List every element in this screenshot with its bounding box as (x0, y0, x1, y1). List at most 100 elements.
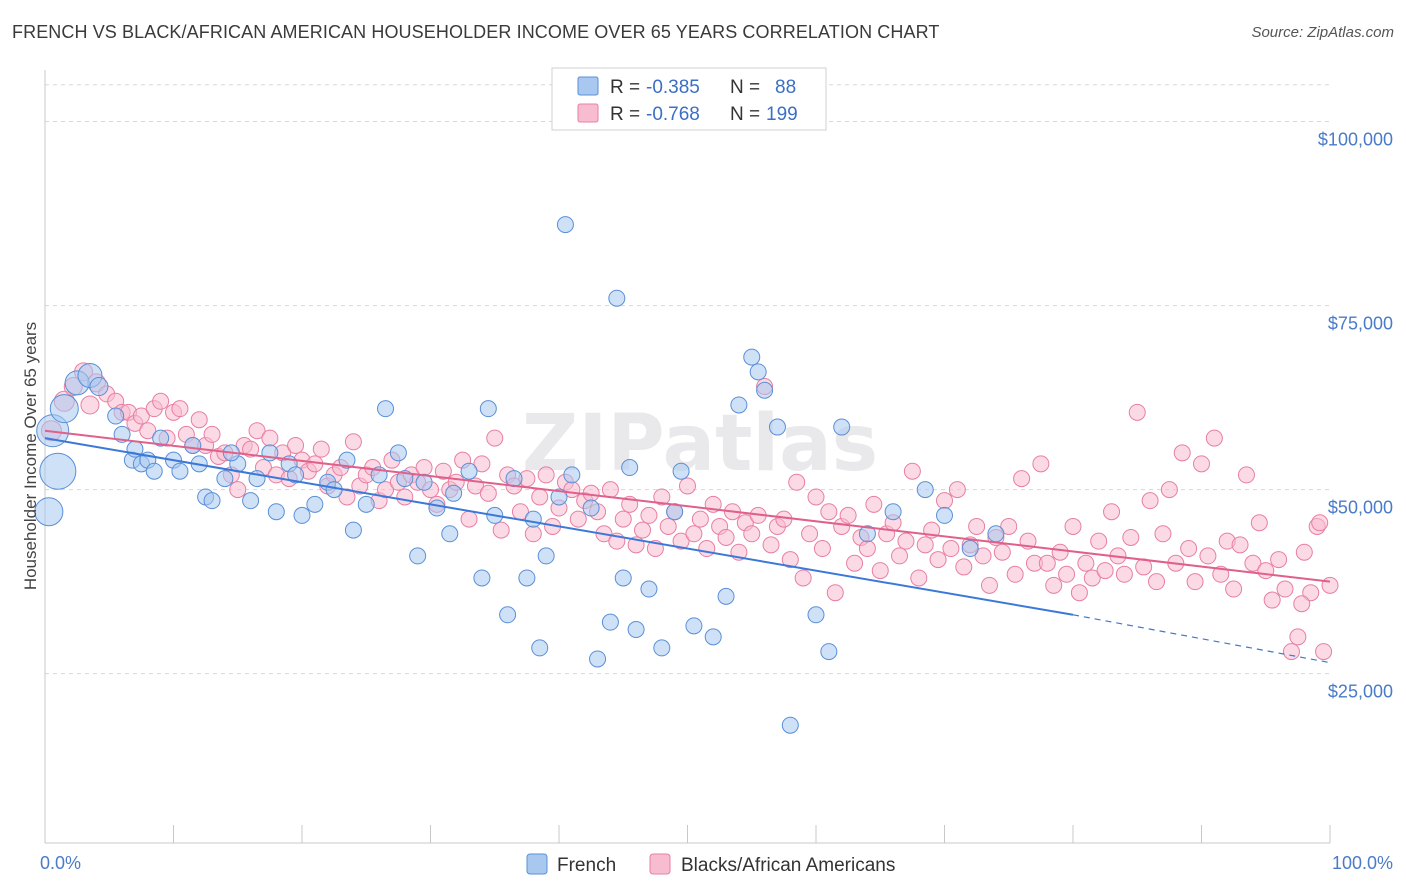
data-point-french (550, 488, 568, 506)
data-point-black (248, 422, 266, 440)
data-point-black (813, 540, 831, 558)
data-point-french (833, 418, 851, 436)
data-point-black (968, 517, 986, 535)
data-point-french (884, 503, 902, 521)
data-point-black (1270, 551, 1288, 569)
data-point-french (184, 436, 202, 454)
data-point-black (974, 547, 992, 565)
data-point-black (415, 459, 433, 477)
data-point-french (152, 429, 170, 447)
data-point-black (1321, 576, 1339, 594)
data-point-french (916, 481, 934, 499)
data-point-french (357, 495, 375, 513)
legend-r-value-french: -0.385 (646, 77, 700, 98)
axes (44, 70, 1331, 844)
data-point-french (614, 569, 632, 587)
data-point-black (691, 510, 709, 528)
data-point-french (556, 216, 574, 234)
data-point-french (768, 418, 786, 436)
data-point-black (865, 495, 883, 513)
y-tick-labels: $25,000 $50,000 $75,000 $100,000 (1318, 130, 1393, 702)
data-point-black (242, 440, 260, 458)
data-point-black (903, 462, 921, 480)
data-point-french (344, 521, 362, 539)
data-point-french (460, 462, 478, 480)
data-point-black (524, 525, 542, 543)
data-point-black (1148, 573, 1166, 591)
data-point-black (1077, 554, 1095, 572)
data-point-french (858, 525, 876, 543)
legend-r-label-black: R = (610, 104, 640, 125)
legend-label-french: French (557, 855, 616, 876)
y-tick-label: $50,000 (1328, 498, 1393, 518)
data-point-black (190, 411, 208, 429)
legend-swatch-black (577, 103, 599, 123)
data-point-black (1013, 470, 1031, 488)
chart-title: FRENCH VS BLACK/AFRICAN AMERICAN HOUSEHO… (12, 22, 940, 42)
data-point-black (152, 392, 170, 410)
data-point-black (839, 506, 857, 524)
watermark: ZIPatlas (522, 399, 878, 489)
data-point-black (537, 466, 555, 484)
legend-stats: R = -0.385 N = 88 R = -0.768 N = 199 (551, 67, 827, 131)
data-point-black (1302, 584, 1320, 602)
data-point-black (1058, 565, 1076, 583)
data-point-black (1295, 543, 1313, 561)
data-point-black (1186, 573, 1204, 591)
data-point-black (460, 510, 478, 528)
data-point-french (537, 547, 555, 565)
legend-n-label-black: N = (730, 104, 760, 125)
data-point-french (730, 396, 748, 414)
data-point-french (441, 525, 459, 543)
data-point-black (794, 569, 812, 587)
data-point-black (80, 395, 100, 415)
legend-swatch-french (577, 76, 599, 96)
data-point-black (1293, 595, 1311, 613)
data-point-black (634, 521, 652, 539)
data-point-black (871, 562, 889, 580)
data-point-black (1083, 569, 1101, 587)
data-point-black (203, 425, 221, 443)
data-point-french (409, 547, 427, 565)
data-point-black (1038, 554, 1056, 572)
data-point-black (916, 536, 934, 554)
data-point-black (640, 506, 658, 524)
data-point-french (743, 348, 761, 366)
data-point-french (524, 510, 542, 528)
data-point-french (621, 459, 639, 477)
data-point-french (287, 466, 305, 484)
data-point-french (338, 451, 356, 469)
data-point-black (1193, 455, 1210, 473)
data-point-black (910, 569, 928, 587)
y-tick-label: $100,000 (1318, 130, 1393, 150)
data-point-french (589, 650, 607, 668)
data-point-french (428, 499, 446, 517)
data-point-black (1180, 540, 1198, 558)
data-point-black (891, 547, 909, 565)
data-point-black (762, 536, 780, 554)
data-point-french (936, 506, 953, 524)
data-point-french (608, 289, 626, 307)
data-point-black (1051, 543, 1069, 561)
data-point-black (1103, 503, 1121, 521)
data-point-black (479, 484, 497, 502)
data-point-black (743, 525, 761, 543)
legend-r-value-black: -0.768 (646, 104, 700, 125)
data-point-french (820, 643, 838, 661)
data-point-black (1160, 481, 1178, 499)
data-point-french (396, 470, 414, 488)
data-point-french (107, 407, 125, 425)
data-point-black (1122, 528, 1140, 546)
data-point-black (1128, 403, 1146, 421)
data-point-french (961, 540, 979, 558)
data-point-black (287, 436, 305, 454)
data-point-black (1282, 643, 1300, 661)
data-point-black (261, 429, 279, 447)
data-point-french (145, 462, 163, 480)
data-point-french (293, 506, 311, 524)
y-tick-label: $25,000 (1328, 682, 1393, 702)
y-axis-title: Householder Income Over 65 years (21, 322, 40, 590)
data-point-french (216, 470, 234, 488)
trend-lines (44, 429, 1331, 664)
legend-swatch-bottom-french (526, 853, 548, 875)
